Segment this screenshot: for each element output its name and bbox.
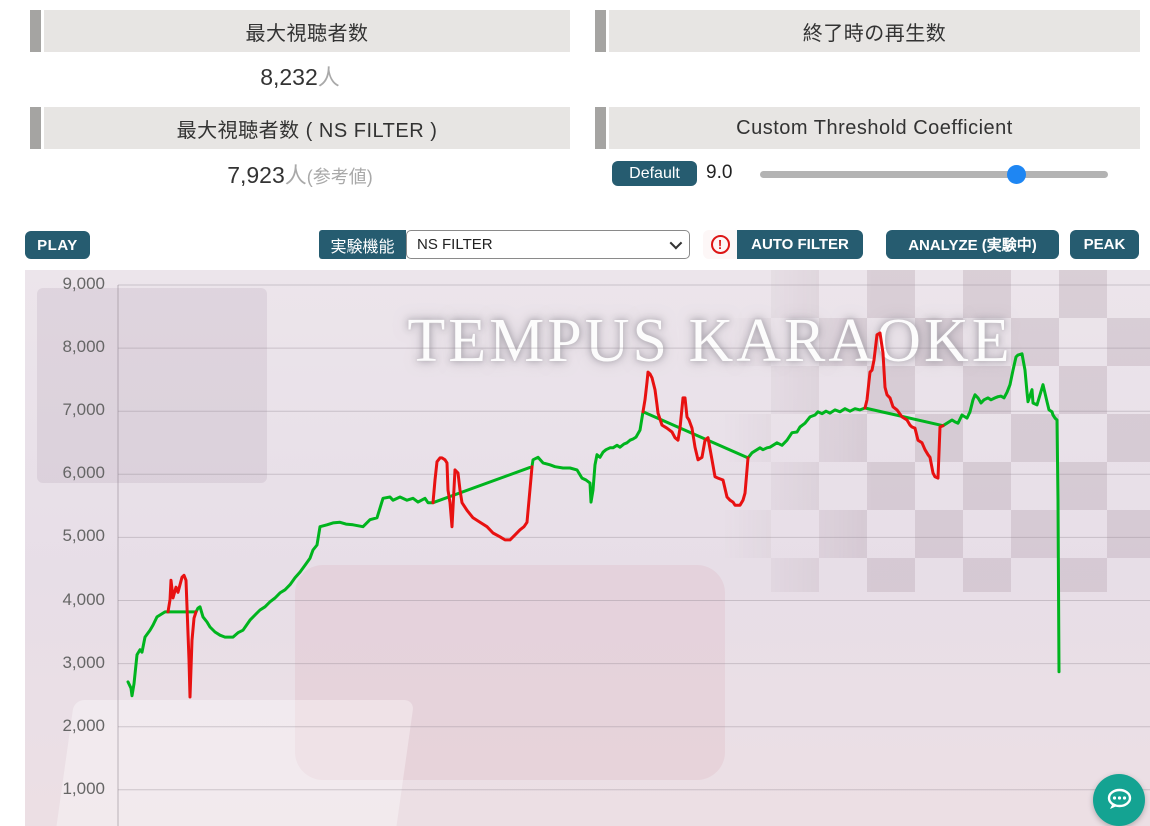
threshold-title: Custom Threshold Coefficient xyxy=(609,107,1140,149)
chart-svg xyxy=(117,284,1150,826)
card-accent-bar xyxy=(30,10,41,52)
max-viewers-ns-card: 最大視聴者数 ( NS FILTER ) xyxy=(30,107,570,149)
max-viewers-title: 最大視聴者数 xyxy=(44,10,570,52)
auto-filter-button[interactable]: AUTO FILTER xyxy=(737,230,863,259)
default-button[interactable]: Default xyxy=(612,161,697,186)
max-viewers-ns-value-row: 7,923 人 (参考値) xyxy=(30,158,570,190)
max-viewers-value: 8,232 xyxy=(260,64,318,90)
max-viewers-unit: 人 xyxy=(317,65,340,90)
analyze-button[interactable]: ANALYZE (実験中) xyxy=(886,230,1059,259)
filter-select-value: NS FILTER xyxy=(417,236,493,253)
series-raw-spike-1 xyxy=(166,573,198,699)
y-axis-tick-label: 8,000 xyxy=(62,337,105,357)
y-axis-tick-label: 4,000 xyxy=(62,589,105,609)
chat-bubble-icon xyxy=(1107,788,1132,809)
experimental-feature-label: 実験機能 xyxy=(319,230,406,259)
max-viewers-ns-value: 7,923 xyxy=(227,162,285,188)
background-artwork-screen xyxy=(37,288,267,483)
chevron-down-icon xyxy=(669,236,683,250)
y-axis-tick-label: 6,000 xyxy=(62,463,105,483)
slider-thumb[interactable] xyxy=(1007,165,1027,184)
card-accent-bar xyxy=(595,10,606,52)
y-axis-tick-label: 3,000 xyxy=(62,652,105,672)
background-artwork-sofa xyxy=(295,565,725,780)
y-axis-tick-label: 1,000 xyxy=(62,778,105,798)
auto-filter-warning-box: ! xyxy=(703,230,737,259)
threshold-card: Custom Threshold Coefficient xyxy=(595,107,1140,149)
max-viewers-card: 最大視聴者数 xyxy=(30,10,570,52)
max-viewers-ns-title: 最大視聴者数 ( NS FILTER ) xyxy=(44,107,570,149)
series-raw-spike-4 xyxy=(863,331,945,480)
max-viewers-ns-note: (参考値) xyxy=(306,167,373,187)
viewer-chart: TEMPUS KARAOKE 9,000 8,000 7,000 6,000 5,000… xyxy=(25,270,1150,826)
threshold-slider[interactable] xyxy=(760,165,1108,184)
y-axis-tick-label: 2,000 xyxy=(62,715,105,735)
warning-exclamation-icon: ! xyxy=(710,235,730,254)
series-raw-spike-3 xyxy=(641,370,750,507)
chat-button[interactable] xyxy=(1093,774,1145,826)
watermark-text: TEMPUS KARAOKE xyxy=(407,307,1013,375)
series-raw-spike-2 xyxy=(431,456,534,542)
series-filtered xyxy=(126,352,1061,698)
play-button[interactable]: PLAY xyxy=(25,231,90,259)
card-accent-bar xyxy=(30,107,41,149)
y-axis-tick-label: 7,000 xyxy=(62,400,105,420)
card-accent-bar xyxy=(595,107,606,149)
slider-track[interactable] xyxy=(760,171,1108,178)
filter-select[interactable]: NS FILTER xyxy=(406,230,690,259)
y-axis-tick-label: 9,000 xyxy=(62,274,105,293)
max-viewers-value-row: 8,232 人 xyxy=(30,60,570,92)
end-views-card: 終了時の再生数 xyxy=(595,10,1140,52)
y-axis-tick-label: 5,000 xyxy=(62,526,105,546)
peak-button[interactable]: PEAK xyxy=(1070,230,1139,259)
threshold-value: 9.0 xyxy=(706,162,733,183)
max-viewers-ns-unit: 人 xyxy=(284,163,307,188)
end-views-title: 終了時の再生数 xyxy=(609,10,1140,52)
